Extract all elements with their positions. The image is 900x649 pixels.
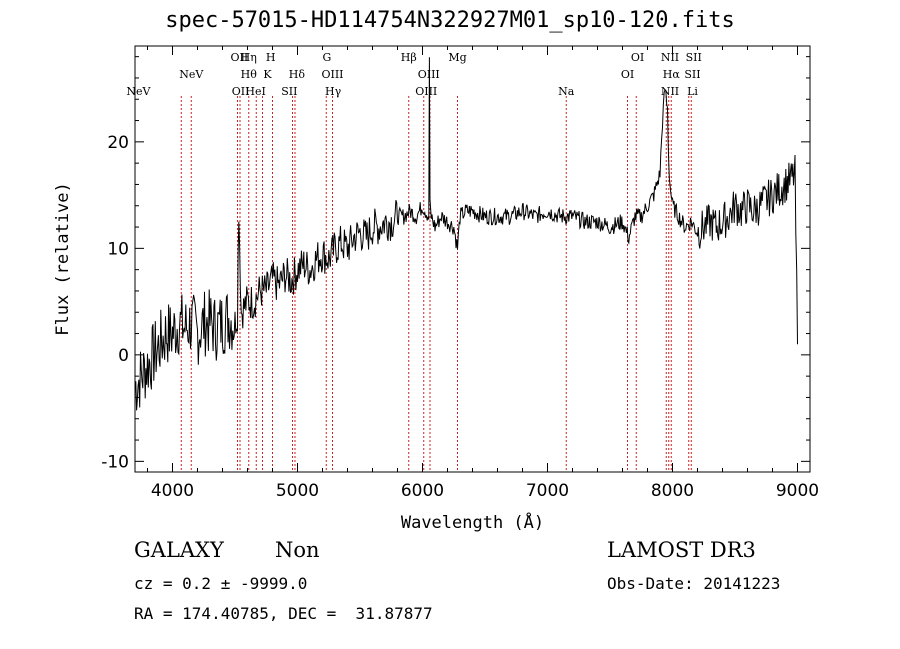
line-label: NII (661, 85, 679, 98)
line-label: NeV (179, 68, 204, 81)
line-label: OII (231, 51, 249, 64)
line-label: G (322, 51, 331, 64)
line-label: OIII (415, 85, 437, 98)
x-tick-label: 4000 (151, 481, 194, 501)
line-label: NeV (126, 85, 151, 98)
y-tick-label: 10 (107, 239, 129, 259)
line-label: Hη (241, 51, 257, 64)
x-tick-label: 8000 (651, 481, 694, 501)
line-labels: NeVNeVOIIOIIHηHθHeIHKSIIHδGOIIIHγHβOIIIO… (126, 51, 702, 98)
line-label: H (266, 51, 276, 64)
line-label: SII (281, 85, 297, 98)
line-label: OIII (321, 68, 343, 81)
line-label: OI (621, 68, 634, 81)
obs-date-text: Obs-Date: 20141223 (607, 574, 781, 593)
line-label: Hα (663, 68, 681, 81)
line-label: Hβ (401, 51, 417, 64)
x-tick-label: 9000 (776, 481, 819, 501)
y-tick-label: -10 (101, 452, 129, 472)
x-tick-label: 7000 (526, 481, 569, 501)
x-tick-label: 5000 (276, 481, 319, 501)
line-label: OIII (418, 68, 440, 81)
y-tick-label: 0 (118, 346, 129, 366)
line-label: Mg (448, 51, 466, 64)
line-label: K (263, 68, 272, 81)
radec-text: RA = 174.40785, DEC = 31.87877 (134, 604, 433, 623)
class-label: GALAXY (134, 538, 224, 562)
line-label: OII (232, 85, 250, 98)
cz-text: cz = 0.2 ± -9999.0 (134, 574, 308, 593)
x-axis-label: Wavelength (Å) (401, 511, 544, 533)
series (134, 57, 798, 411)
line-label: Hθ (241, 68, 258, 81)
line-label: HeI (245, 85, 265, 98)
line-label: Hγ (325, 85, 342, 98)
x-tick-label: 6000 (401, 481, 444, 501)
subclass-label: Non (275, 538, 320, 562)
plot-frame (134, 45, 811, 473)
line-markers (180, 96, 692, 472)
line-label: Li (687, 85, 698, 98)
spectrum-line (134, 57, 798, 411)
line-label: OI (631, 51, 644, 64)
line-label: Hδ (289, 68, 306, 81)
line-label: NII (661, 51, 679, 64)
line-label: Na (558, 85, 575, 98)
axes: 4000 5000 6000 7000 8000 9000 -10 0 10 20 Waveleng… (53, 45, 819, 533)
chart-title: spec-57015-HD114754N322927M01_sp10-120.f… (165, 8, 735, 33)
line-label: SII (684, 68, 700, 81)
survey-label: LAMOST DR3 (607, 538, 756, 562)
y-tick-label: 20 (107, 133, 129, 153)
y-axis-label: Flux (relative) (53, 182, 73, 336)
line-label: SII (686, 51, 702, 64)
